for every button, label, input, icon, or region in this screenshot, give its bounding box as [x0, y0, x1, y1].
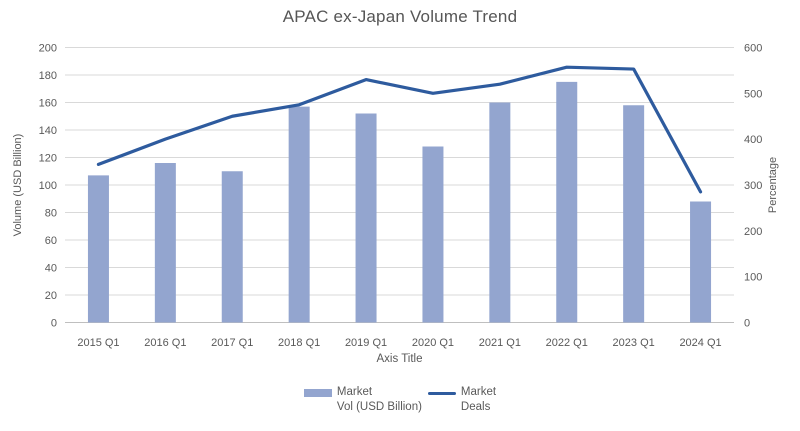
bar-2023-q1 — [623, 105, 645, 323]
left-axis-tick-label: 160 — [39, 98, 57, 110]
legend-label-market-vol: Market Vol (USD Billion) — [337, 385, 422, 415]
right-axis-tick-label: 400 — [744, 134, 762, 146]
bar-2017-q1 — [221, 171, 243, 323]
deals-trend-line — [96, 65, 703, 194]
bar-2016-q1 — [154, 163, 176, 323]
legend-label-line2: Vol (USD Billion) — [336, 401, 422, 413]
bar-series-swatch-icon — [303, 389, 332, 397]
x-axis-category-label: 2018 Q1 — [278, 337, 320, 349]
x-axis-category-label: 2023 Q1 — [613, 337, 655, 349]
left-axis-tick-label: 120 — [39, 153, 57, 165]
x-axis-category-label: 2017 Q1 — [211, 337, 253, 349]
legend-label-line1: Market — [460, 386, 497, 398]
x-axis-category-label: 2021 Q1 — [479, 337, 521, 349]
bar-2022-q1 — [556, 81, 578, 323]
right-axis-tick-label: 0 — [744, 318, 750, 330]
left-axis-title: Volume (USD Billion) — [12, 133, 24, 237]
chart-legend: Market Vol (USD Billion) Market Deals — [0, 385, 800, 415]
right-axis-tick-label: 200 — [744, 226, 762, 238]
right-axis-tick-label: 100 — [744, 272, 762, 284]
left-axis-tick-label: 60 — [45, 235, 57, 247]
left-axis-tick-label: 140 — [39, 125, 57, 137]
left-axis-tick-label: 0 — [51, 318, 57, 330]
x-axis-category-label: 2016 Q1 — [144, 337, 186, 349]
right-axis-title: Percentage — [767, 156, 779, 214]
bar-2015-q1 — [87, 175, 109, 323]
bar-2021-q1 — [489, 102, 511, 323]
right-axis-tick-label: 300 — [744, 180, 762, 192]
x-axis-category-label: 2024 Q1 — [679, 337, 721, 349]
bar-2024-q1 — [690, 201, 712, 323]
left-axis-tick-label: 20 — [45, 290, 57, 302]
left-axis-tick-label: 200 — [39, 43, 57, 55]
legend-entry-market-vol: Market Vol (USD Billion) — [303, 385, 422, 415]
line-series-swatch-icon — [427, 391, 456, 395]
left-axis-tick-label: 80 — [45, 208, 57, 220]
x-axis-category-label: 2020 Q1 — [412, 337, 454, 349]
legend-label-line2: Deals — [460, 401, 491, 413]
left-axis-tick-label: 180 — [39, 70, 57, 82]
chart-title: APAC ex-Japan Volume Trend — [282, 7, 518, 26]
x-axis-title: Axis Title — [376, 353, 423, 365]
x-axis-category-label: 2015 Q1 — [77, 337, 119, 349]
legend-label-market-deals: Market Deals — [461, 385, 496, 415]
x-axis-category-label: 2019 Q1 — [345, 337, 387, 349]
left-axis-tick-label: 40 — [45, 263, 57, 275]
x-axis-category-label: 2022 Q1 — [546, 337, 588, 349]
legend-label-line1: Market — [336, 386, 373, 398]
bar-2018-q1 — [288, 106, 310, 323]
right-axis-tick-label: 500 — [744, 88, 762, 100]
left-axis-tick-label: 100 — [39, 180, 57, 192]
legend-entry-market-deals: Market Deals — [427, 385, 496, 415]
right-axis-tick-label: 600 — [744, 43, 762, 55]
bar-2020-q1 — [422, 146, 444, 323]
bar-2019-q1 — [355, 113, 377, 323]
